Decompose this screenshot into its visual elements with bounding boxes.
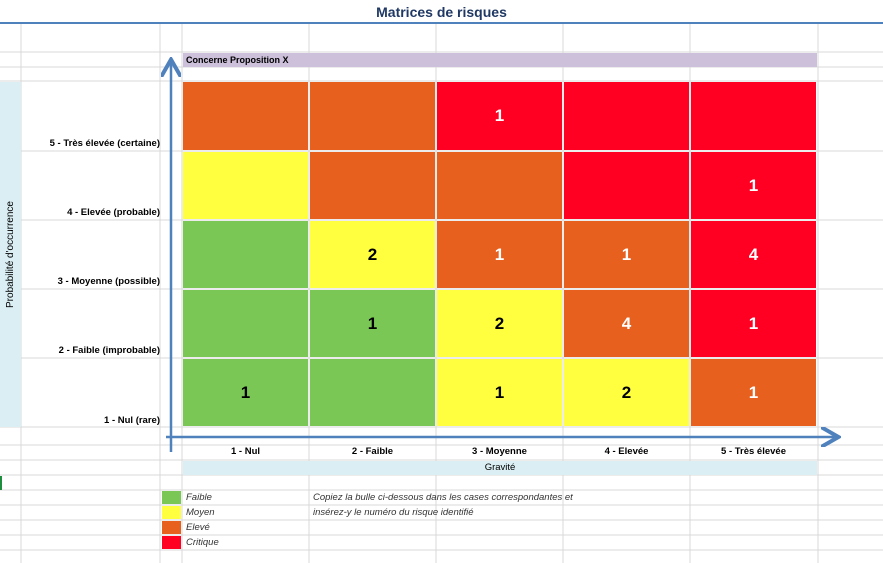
concerne-banner: Concerne Proposition X	[183, 53, 817, 67]
risk-cell[interactable]: 2	[437, 290, 562, 357]
risk-cell[interactable]: 1	[691, 152, 816, 219]
risk-cell[interactable]	[183, 221, 308, 288]
page-title: Matrices de risques	[0, 0, 883, 24]
legend-label-moyen: Moyen	[186, 507, 215, 518]
row-label-2: 2 - Faible (improbable)	[58, 345, 160, 356]
legend-label-eleve: Elevé	[186, 522, 210, 533]
risk-cell[interactable]: 2	[564, 359, 689, 426]
legend-swatch-eleve	[162, 521, 181, 534]
legend-swatch-critique	[162, 536, 181, 549]
col-label-3: 3 - Moyenne	[472, 446, 527, 457]
instruction-line-2: insérez-y le numéro du risque identifié	[313, 507, 474, 518]
risk-cell[interactable]: 1	[564, 221, 689, 288]
risk-cell[interactable]	[310, 359, 435, 426]
col-label-2: 2 - Faible	[351, 446, 394, 457]
col-label-5: 5 - Très élevée	[721, 446, 786, 457]
risk-cell[interactable]: 1	[437, 359, 562, 426]
risk-cell[interactable]	[564, 152, 689, 219]
risk-cell[interactable]: 2	[310, 221, 435, 288]
risk-cell[interactable]	[183, 290, 308, 357]
y-axis-label-box	[0, 82, 21, 427]
risk-cell[interactable]: 1	[691, 290, 816, 357]
row-label-5: 5 - Très élevée (certaine)	[49, 138, 160, 149]
row-label-4: 4 - Elevée (probable)	[67, 207, 160, 218]
risk-cell[interactable]	[310, 152, 435, 219]
risk-cell[interactable]	[437, 152, 562, 219]
risk-cell[interactable]	[564, 82, 689, 150]
y-axis-label: Probabilité d'occurrence	[5, 201, 16, 308]
selection-marker	[0, 476, 2, 490]
risk-cell[interactable]: 1	[437, 82, 562, 150]
col-label-4: 4 - Elevée	[604, 446, 649, 457]
legend-swatch-moyen	[162, 506, 181, 519]
risk-cell[interactable]	[691, 82, 816, 150]
risk-cell[interactable]	[183, 82, 308, 150]
legend-swatch-faible	[162, 491, 181, 504]
risk-cell[interactable]: 1	[310, 290, 435, 357]
legend-label-critique: Critique	[186, 537, 219, 548]
col-label-1: 1 - Nul	[230, 446, 261, 457]
x-axis-label: Gravité	[183, 461, 817, 475]
row-label-1: 1 - Nul (rare)	[104, 415, 160, 426]
row-label-3: 3 - Moyenne (possible)	[57, 276, 160, 287]
risk-cell[interactable]: 1	[691, 359, 816, 426]
risk-cell[interactable]: 1	[437, 221, 562, 288]
instruction-line-1: Copiez la bulle ci-dessous dans les case…	[313, 492, 573, 503]
risk-cell[interactable]: 1	[183, 359, 308, 426]
risk-cell[interactable]: 4	[564, 290, 689, 357]
risk-cell[interactable]: 4	[691, 221, 816, 288]
risk-cell[interactable]	[183, 152, 308, 219]
legend-label-faible: Faible	[186, 492, 212, 503]
risk-cell[interactable]	[310, 82, 435, 150]
